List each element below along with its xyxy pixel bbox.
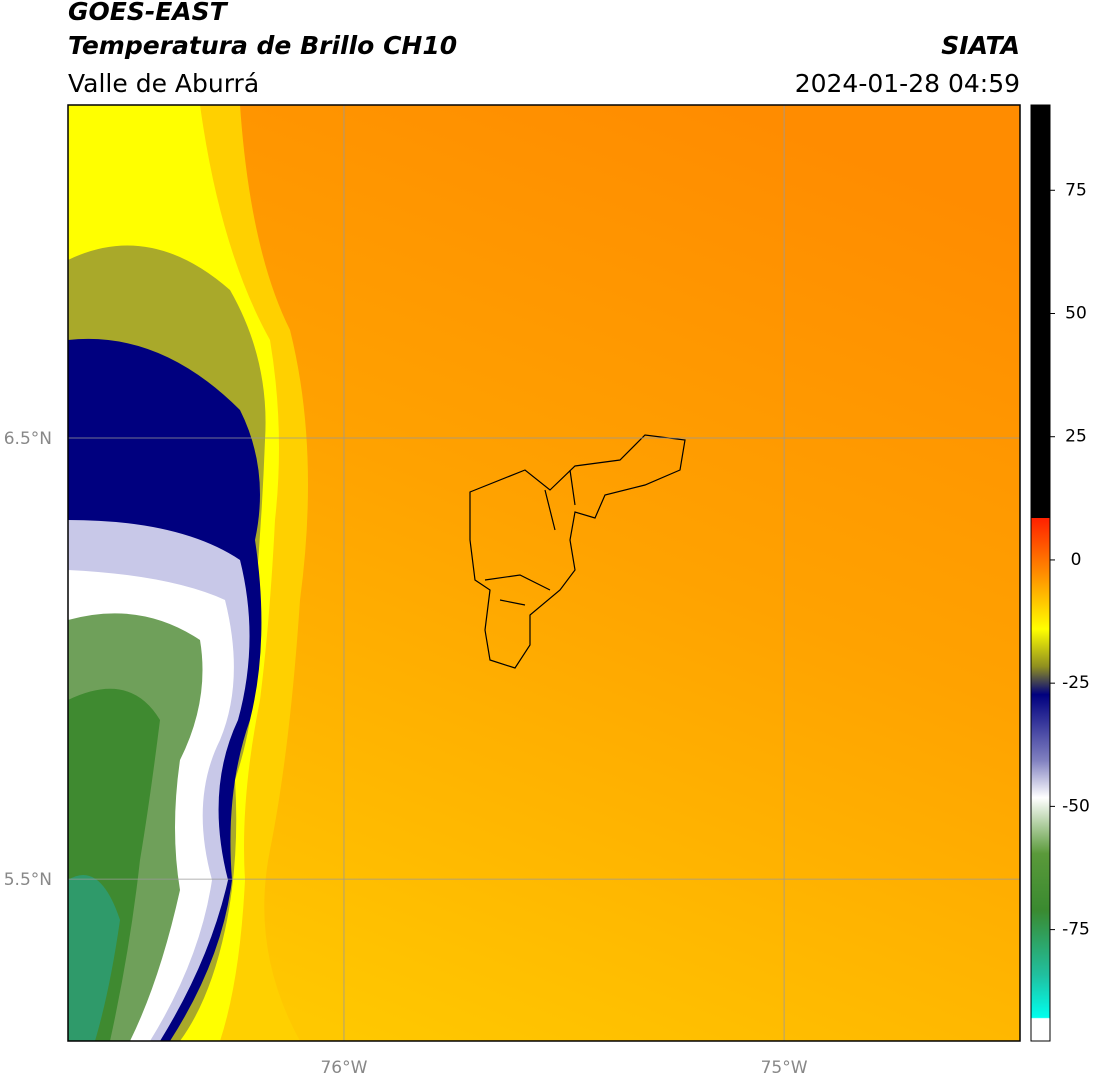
x-tick-label: 76°W xyxy=(320,1058,367,1078)
colorbar-tick-label: 50 xyxy=(1065,303,1087,323)
colorbar-tick-label: 75 xyxy=(1065,180,1087,200)
grid: 76°W 75°W 6.5°N 5.5°N xyxy=(4,105,1020,1078)
x-tick-label: 75°W xyxy=(761,1058,808,1078)
colorbar-tick-label: -75 xyxy=(1062,920,1090,940)
colorbar-tick-label: 0 xyxy=(1071,550,1082,570)
satellite: GOES-EAST xyxy=(68,0,229,26)
product: Temperatura de Brillo CH10 xyxy=(68,31,457,60)
colorbar-ticks: 75 50 25 0 -25 -50 -75 xyxy=(1050,180,1090,940)
colorbar xyxy=(1030,104,1051,1042)
map-frame xyxy=(67,104,1021,1042)
source: SIATA xyxy=(941,31,1020,60)
colorbar-tick-label: -25 xyxy=(1062,673,1090,693)
colorbar-tick-label: 25 xyxy=(1065,427,1087,447)
y-tick-label: 5.5°N xyxy=(4,870,52,890)
colorbar-tick-label: -50 xyxy=(1062,796,1090,816)
datetime: 2024-01-28 04:59 xyxy=(795,69,1020,98)
y-tick-label: 6.5°N xyxy=(4,429,52,449)
map-image xyxy=(68,105,1020,1041)
region: Valle de Aburrá xyxy=(68,69,259,98)
